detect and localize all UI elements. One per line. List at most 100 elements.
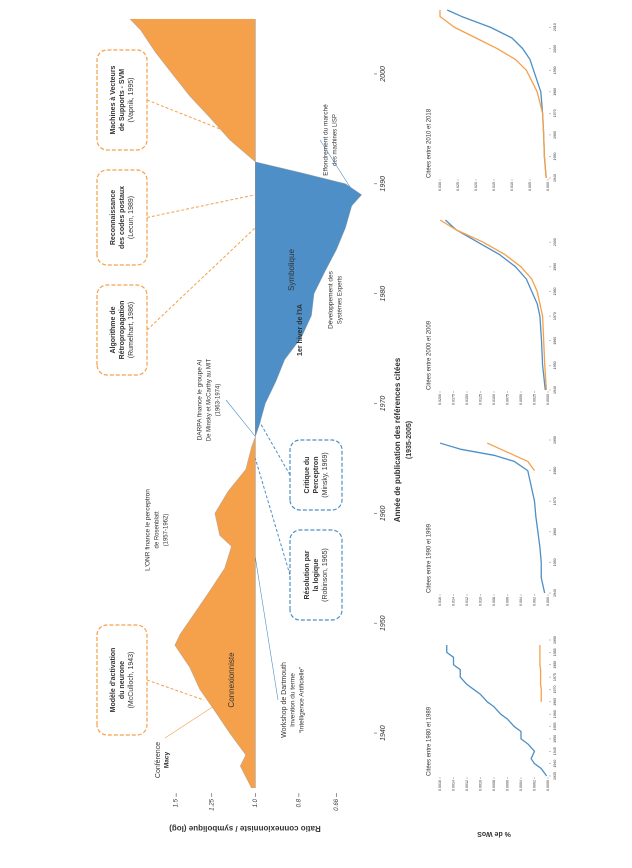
mini-x-tick-label: 1955 [553, 723, 557, 731]
mini-line [439, 442, 546, 594]
annotation-text: Reconnaissance [110, 190, 117, 245]
annotation-text: Modèle d'activation [110, 648, 117, 713]
mini-y-tick-label: 0.0025 [532, 394, 536, 405]
mini-y-tick-label: 0.015 [492, 182, 496, 191]
mini-y-tick-label: 0.014 [451, 597, 455, 606]
area-label: Connexionniste [227, 652, 236, 708]
mini-line [539, 644, 542, 702]
leader-line [146, 227, 256, 331]
mini-y-tick-label: 0.030 [438, 182, 442, 191]
mini-x-tick-label: 1990 [553, 636, 557, 644]
mini-line [439, 10, 547, 179]
mini-x-tick-label: 1980 [553, 287, 557, 295]
area-below [255, 19, 362, 788]
mini-y-tick-label: 0.025 [456, 182, 460, 191]
mini-x-tick-label: 1970 [553, 685, 557, 693]
mini-y-tick-label: 0.0000 [546, 394, 550, 405]
annotation-box [96, 284, 148, 376]
mini-x-tick-label: 1945 [553, 747, 557, 755]
note-text: Macy [164, 751, 171, 768]
mini-x-tick-label: 1960 [553, 131, 557, 139]
mini-y-tick-label: 0.010 [510, 182, 514, 191]
mini-x-tick-label: 1960 [553, 710, 557, 718]
annotation-text: la logique [313, 559, 320, 592]
annotation-text: (Minsky, 1969) [322, 452, 329, 497]
mini-x-tick-label: 1940 [553, 174, 557, 182]
annotation-text: Rétropropagation [119, 301, 126, 360]
mini-y-tick-label: 0.0012 [465, 780, 469, 791]
area-label: Symbolique [287, 249, 296, 291]
x-tick-label: 1990 [380, 176, 387, 192]
mini-y-tick-label: 0.0200 [438, 394, 442, 405]
mini-x-tick-label: 1935 [553, 772, 557, 780]
mini-title: Citées entre 2010 et 2018 [427, 108, 433, 178]
mini-y-tick-label: 0.020 [474, 182, 478, 191]
mini-y-tick-label: 0.0016 [438, 780, 442, 791]
x-axis-note: (1935-2005) [406, 421, 413, 459]
note-text: 1er hiver de l'IA [297, 304, 304, 356]
leader-line [146, 99, 220, 130]
mini-x-tick-label: 1950 [553, 735, 557, 743]
mini-x-tick-label: 1965 [553, 698, 557, 706]
mini-x-tick-label: 1970 [553, 109, 557, 117]
annotation-text: (Robinson, 1965) [322, 548, 329, 602]
y-tick-label: 1.5 [174, 798, 180, 807]
note-leader [319, 139, 356, 195]
y-tick-label: 0.66 [334, 798, 340, 810]
note-text: de Rosenblatt [155, 511, 161, 548]
leader-line [146, 194, 256, 218]
mini-x-tick-label: 1975 [553, 673, 557, 681]
mini-y-tick-label: 0.0002 [532, 780, 536, 791]
annotation-box [96, 624, 148, 736]
mini-x-tick-label: 1940 [553, 760, 557, 768]
mini-y-tick-label: 0.0075 [505, 394, 509, 405]
mini-x-tick-label: 1980 [553, 661, 557, 669]
mini-y-tick-label: 0.000 [546, 182, 550, 191]
mini-x-tick-label: 1985 [553, 648, 557, 656]
y-axis-title: Ratio connexionniste / symbolique (log) [169, 824, 321, 833]
leader-line [146, 679, 205, 701]
mini-y-tick-label: 0.000 [546, 597, 550, 606]
note-leader [164, 699, 224, 739]
mini-title: Citées entre 2000 et 2009 [427, 320, 433, 390]
annotation-text: Critique du [304, 457, 311, 494]
x-tick-label: 1960 [380, 505, 387, 521]
mini-x-tick-label: 1950 [553, 361, 557, 369]
note-text: (1963-1974) [216, 384, 222, 417]
mini-y-title: % de WoS [477, 830, 511, 837]
mini-line [486, 442, 536, 471]
leader-line [254, 414, 291, 476]
annotation-text: Perceptron [313, 457, 320, 494]
mini-y-tick-label: 0.0175 [451, 394, 455, 405]
mini-x-tick-label: 1960 [553, 528, 557, 536]
mini-title: Citées entre 1990 et 1999 [427, 523, 433, 593]
x-tick-label: 1940 [380, 725, 387, 741]
leader-line [254, 458, 291, 576]
y-tick-label: 1.25 [209, 798, 215, 810]
note-text: “Intelligence Artificielle” [299, 667, 306, 733]
mini-y-tick-label: 0.0100 [492, 394, 496, 405]
annotation-text: (Vapnik, 1995) [128, 77, 135, 122]
note-text: Invention du terme [290, 673, 297, 727]
mini-y-tick-label: 0.0050 [519, 394, 523, 405]
mini-line [444, 219, 546, 391]
annotation-box [96, 49, 148, 151]
mini-x-tick-label: 1950 [553, 152, 557, 160]
annotation-text: du neurone [119, 661, 126, 699]
x-tick-label: 1950 [380, 615, 387, 631]
mini-x-tick-label: 1950 [553, 558, 557, 566]
ratio-line [129, 18, 363, 789]
mini-y-tick-label: 0.004 [519, 597, 523, 606]
mini-x-tick-label: 2010 [553, 23, 557, 31]
mini-x-tick-label: 1990 [553, 66, 557, 74]
annotation-box [289, 439, 343, 511]
annotation-box [289, 529, 343, 621]
mini-y-tick-label: 0.005 [528, 182, 532, 191]
mini-y-tick-label: 0.0004 [519, 780, 523, 791]
mini-y-tick-label: 0.006 [505, 597, 509, 606]
annotation-box [96, 169, 148, 266]
mini-x-tick-label: 1960 [553, 337, 557, 345]
mini-line [446, 9, 547, 179]
mini-y-tick-label: 0.008 [492, 597, 496, 606]
